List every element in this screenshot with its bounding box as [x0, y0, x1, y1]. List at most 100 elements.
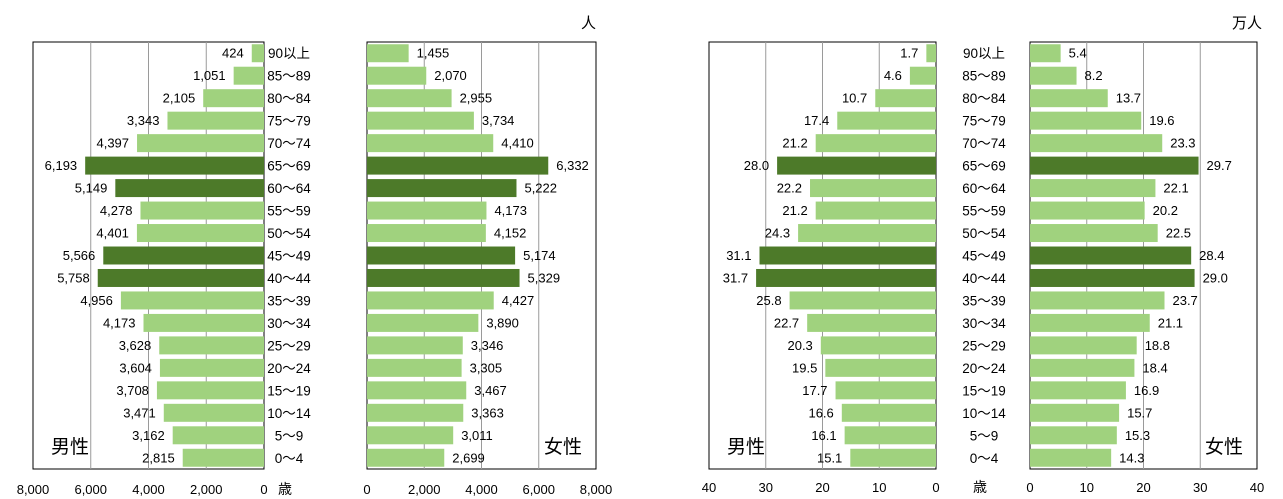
c1-right-bar: [367, 403, 464, 422]
c2-left-bar: [815, 134, 936, 153]
c2-series-name-male: 男性: [727, 436, 765, 458]
c1-right-tick-label: 4,000: [465, 482, 498, 497]
c1-left-bar: [115, 179, 264, 198]
c1-right-data-label: 3,734: [482, 113, 515, 128]
c2-left-data-label: 10.7: [842, 91, 867, 106]
c2-right-tick-label: 0: [1026, 480, 1033, 495]
c2-right-bar: [1030, 44, 1061, 63]
c2-left-bar: [756, 268, 936, 287]
c1-left-data-label: 5,758: [57, 270, 90, 285]
c2-left-data-label: 28.0: [744, 158, 769, 173]
c2-right-bar: [1030, 291, 1165, 310]
c1-left-bar: [140, 201, 264, 220]
c1-right-bar: [367, 134, 494, 153]
c2-age-label: 85～89: [962, 69, 1006, 84]
c1-age-label: 30～34: [267, 316, 311, 331]
c1-left-data-label: 5,566: [63, 248, 96, 263]
c2-right-data-label: 28.4: [1199, 248, 1224, 263]
c2-left-data-label: 22.7: [774, 315, 799, 330]
c1-left-data-label: 5,149: [75, 181, 108, 196]
c2-left-data-label: 17.7: [802, 383, 827, 398]
c1-age-label: 40～44: [267, 271, 311, 286]
c1-right-data-label: 3,467: [474, 383, 507, 398]
c2-left-bar: [850, 448, 936, 467]
c2-right-bar: [1030, 111, 1142, 130]
c1-right-bar: [367, 358, 462, 377]
c2-right-bar: [1030, 66, 1077, 85]
c1-right-data-label: 3,011: [461, 428, 493, 443]
c2-age-label: 75～79: [962, 114, 1006, 129]
c2-age-label: 15～19: [962, 383, 1006, 398]
c2-age-axis-label: 歳: [973, 479, 987, 495]
c2-left-data-label: 19.5: [792, 360, 817, 375]
c1-age-label: 50～54: [267, 226, 311, 241]
c1-left-tick-label: 6,000: [74, 482, 107, 497]
c1-right-data-label: 2,955: [460, 91, 493, 106]
c1-right-data-label: 5,329: [528, 270, 561, 285]
c2-left-tick-label: 20: [815, 480, 829, 495]
c1-right-data-label: 2,070: [434, 68, 467, 83]
c2-right-bar: [1030, 448, 1112, 467]
c1-left-data-label: 3,708: [116, 383, 149, 398]
c1-right-bar: [367, 89, 452, 108]
c1-left-data-label: 424: [222, 46, 244, 61]
c2-left-data-label: 17.4: [804, 113, 829, 128]
c2-left-bar: [841, 403, 936, 422]
c1-left-data-label: 4,278: [100, 203, 133, 218]
c2-right-data-label: 22.1: [1163, 181, 1188, 196]
c1-age-label: 80～84: [267, 91, 311, 106]
c2-left-bar: [807, 313, 936, 332]
c1-age-label: 60～64: [267, 181, 311, 196]
c2-age-label: 80～84: [962, 91, 1006, 106]
c1-age-axis-label: 歳: [278, 481, 292, 497]
c2-series-name-female: 女性: [1205, 436, 1243, 458]
c2-left-bar: [820, 336, 936, 355]
c1-left-bar: [163, 403, 264, 422]
c2-right-data-label: 5.4: [1069, 46, 1087, 61]
c2-left-tick-label: 10: [872, 480, 886, 495]
c1-left-bar: [136, 224, 264, 243]
c1-right-bar: [367, 224, 486, 243]
c1-right-bar: [367, 111, 474, 130]
c1-left-data-label: 2,815: [142, 450, 175, 465]
c2-right-data-label: 14.3: [1119, 450, 1144, 465]
c2-age-label: 10～14: [962, 406, 1006, 421]
c1-left-bar: [251, 44, 264, 63]
c2-left-bar: [837, 111, 936, 130]
c2-left-bar: [844, 426, 936, 445]
c1-right-data-label: 5,174: [523, 248, 556, 263]
c2-left-bar: [926, 44, 936, 63]
c1-left-bar: [97, 268, 264, 287]
c1-right-tick-label: 0: [363, 482, 370, 497]
c2-left-bar: [789, 291, 936, 310]
c1-left-data-label: 4,173: [103, 315, 136, 330]
c1-right-bar: [367, 381, 467, 400]
c1-left-data-label: 3,471: [123, 405, 156, 420]
c1-right-bar: [367, 246, 516, 265]
c2-right-bar: [1030, 156, 1199, 175]
c2-left-data-label: 1.7: [900, 46, 918, 61]
c2-age-label: 30～34: [962, 316, 1006, 331]
c1-right-bar: [367, 448, 445, 467]
c1-age-label: 20～24: [267, 361, 311, 376]
c2-left-data-label: 16.6: [808, 405, 833, 420]
c1-right-bar: [367, 66, 427, 85]
c2-right-tick-label: 10: [1080, 480, 1094, 495]
c1-left-bar: [182, 448, 264, 467]
c2-age-label: 55～59: [962, 204, 1006, 219]
c1-right-data-label: 4,152: [494, 226, 527, 241]
c2-right-data-label: 23.3: [1170, 136, 1195, 151]
c1-right-data-label: 5,222: [524, 181, 557, 196]
c2-age-label: 90以上: [963, 46, 1005, 61]
c1-right-data-label: 3,305: [470, 360, 503, 375]
c1-left-bar: [203, 89, 264, 108]
c1-left-data-label: 2,105: [163, 91, 196, 106]
c1-left-bar: [103, 246, 264, 265]
c2-right-data-label: 13.7: [1116, 91, 1141, 106]
c2-left-bar: [815, 201, 936, 220]
c2-left-bar: [835, 381, 936, 400]
c2-left-tick-label: 40: [702, 480, 716, 495]
c1-left-data-label: 3,604: [119, 360, 152, 375]
c1-right-bar: [367, 336, 463, 355]
